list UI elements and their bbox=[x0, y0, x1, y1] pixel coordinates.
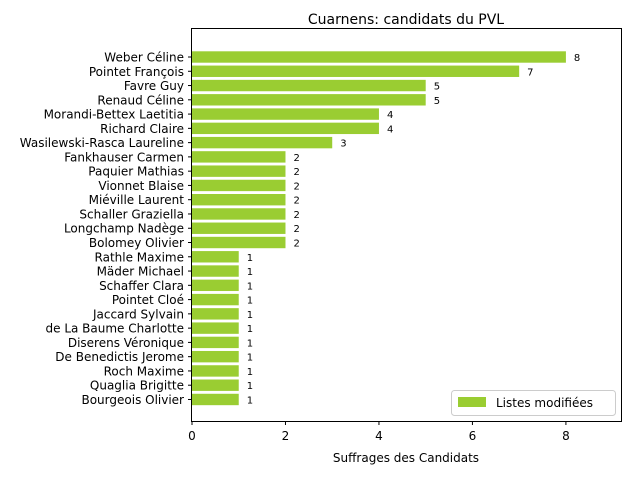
bar bbox=[192, 94, 426, 106]
bar-value-label: 1 bbox=[247, 253, 253, 264]
y-tick-label: Vionnet Blaise bbox=[98, 179, 184, 193]
bar bbox=[192, 379, 239, 391]
bar-value-label: 2 bbox=[293, 153, 299, 164]
y-tick-label: Renaud Céline bbox=[97, 93, 184, 107]
y-tick-label: Morandi-Bettex Laetitia bbox=[44, 108, 184, 122]
bar bbox=[192, 393, 239, 406]
y-tick-label: Rathle Maxime bbox=[95, 250, 184, 264]
x-tick-label: 6 bbox=[469, 429, 477, 443]
bar-value-label: 2 bbox=[293, 181, 299, 192]
bar-value-label: 5 bbox=[434, 96, 440, 107]
bar-value-labels: 8 7 5 5 4 4 3 2 2 2 2 2 2 2 1 1 1 1 1 1 1 1 1 1 1 bbox=[247, 53, 581, 406]
bar bbox=[192, 165, 286, 177]
y-tick-label: de La Baume Charlotte bbox=[46, 322, 185, 336]
bar bbox=[192, 279, 239, 292]
bar bbox=[192, 265, 239, 277]
bar bbox=[192, 350, 239, 363]
bar bbox=[192, 194, 286, 206]
x-tick-label: 4 bbox=[375, 429, 383, 443]
bar bbox=[192, 51, 566, 63]
y-tick-label: Jaccard Sylvain bbox=[92, 307, 184, 321]
bar-value-label: 1 bbox=[247, 310, 253, 321]
bar-value-label: 1 bbox=[247, 367, 253, 378]
bar-value-label: 2 bbox=[293, 210, 299, 221]
y-tick-label: Pointet Cloé bbox=[112, 293, 184, 307]
bar-value-label: 3 bbox=[340, 139, 346, 150]
bar bbox=[192, 322, 239, 334]
bar-value-label: 1 bbox=[247, 353, 253, 364]
bar bbox=[192, 108, 379, 120]
bar bbox=[192, 251, 239, 263]
legend-label: Listes modifiées bbox=[496, 396, 593, 410]
y-tick-label: Paquier Mathias bbox=[88, 165, 184, 179]
y-tick-label: Schaller Graziella bbox=[79, 207, 184, 221]
bar-value-label: 1 bbox=[247, 267, 253, 278]
y-tick-label: Schaffer Clara bbox=[99, 279, 184, 293]
y-tick-label: Richard Claire bbox=[100, 122, 184, 136]
y-tick-label: Weber Céline bbox=[104, 51, 184, 65]
bar-value-label: 1 bbox=[247, 296, 253, 307]
plot-frame bbox=[191, 28, 622, 422]
bar-value-label: 2 bbox=[293, 196, 299, 207]
bars-layer bbox=[192, 51, 566, 406]
bar bbox=[192, 293, 239, 306]
bar-value-label: 1 bbox=[247, 324, 253, 335]
bar bbox=[192, 222, 286, 234]
y-tick-label: Diserens Véronique bbox=[68, 336, 184, 350]
bar bbox=[192, 151, 286, 163]
bar-value-label: 1 bbox=[247, 395, 253, 406]
x-tick-label: 2 bbox=[282, 429, 290, 443]
y-tick-label: Favre Guy bbox=[124, 79, 184, 93]
bar-value-label: 2 bbox=[293, 167, 299, 178]
bar bbox=[192, 336, 239, 349]
y-tick-label: Miéville Laurent bbox=[89, 193, 185, 207]
bar-value-label: 1 bbox=[247, 281, 253, 292]
bar bbox=[192, 308, 239, 320]
bar bbox=[192, 122, 379, 135]
bar-value-label: 1 bbox=[247, 338, 253, 349]
bar bbox=[192, 208, 286, 220]
bar bbox=[192, 365, 239, 377]
y-tick-label: Mäder Michael bbox=[97, 265, 184, 279]
legend: Listes modifiées bbox=[451, 390, 616, 416]
bar bbox=[192, 136, 333, 149]
y-tick-label: De Benedictis Jerome bbox=[55, 350, 184, 364]
legend-swatch bbox=[458, 397, 486, 407]
bar bbox=[192, 65, 520, 77]
bar-value-label: 1 bbox=[247, 381, 253, 392]
x-tick-label: 8 bbox=[562, 429, 570, 443]
y-tick-label: Pointet François bbox=[89, 65, 184, 79]
y-tick-label: Fankhauser Carmen bbox=[64, 150, 184, 164]
x-tick-label: 0 bbox=[188, 429, 196, 443]
y-tick-label: Roch Maxime bbox=[104, 364, 184, 378]
bar bbox=[192, 236, 286, 249]
x-tick-labels: 0 2 4 6 8 bbox=[188, 421, 570, 443]
bar-value-label: 4 bbox=[387, 110, 393, 121]
y-tick-label: Wasilewski-Rasca Laureline bbox=[20, 136, 184, 150]
bar-value-label: 2 bbox=[293, 224, 299, 235]
chart-title: Cuarnens: candidats du PVL bbox=[308, 12, 504, 28]
bar bbox=[192, 179, 286, 192]
bar-value-label: 4 bbox=[387, 124, 393, 135]
bar-value-label: 5 bbox=[434, 82, 440, 93]
y-tick-label: Bourgeois Olivier bbox=[81, 393, 184, 407]
bar-value-label: 2 bbox=[293, 239, 299, 250]
y-tick-label: Quaglia Brigitte bbox=[90, 379, 184, 393]
y-tick-label: Longchamp Nadège bbox=[64, 222, 184, 236]
y-tick-label: Bolomey Olivier bbox=[89, 236, 184, 250]
bar-value-label: 8 bbox=[574, 53, 580, 64]
x-axis-label: Suffrages des Candidats bbox=[333, 451, 479, 465]
bar bbox=[192, 79, 426, 92]
legend-box bbox=[451, 390, 616, 416]
bar-value-label: 7 bbox=[527, 67, 533, 78]
